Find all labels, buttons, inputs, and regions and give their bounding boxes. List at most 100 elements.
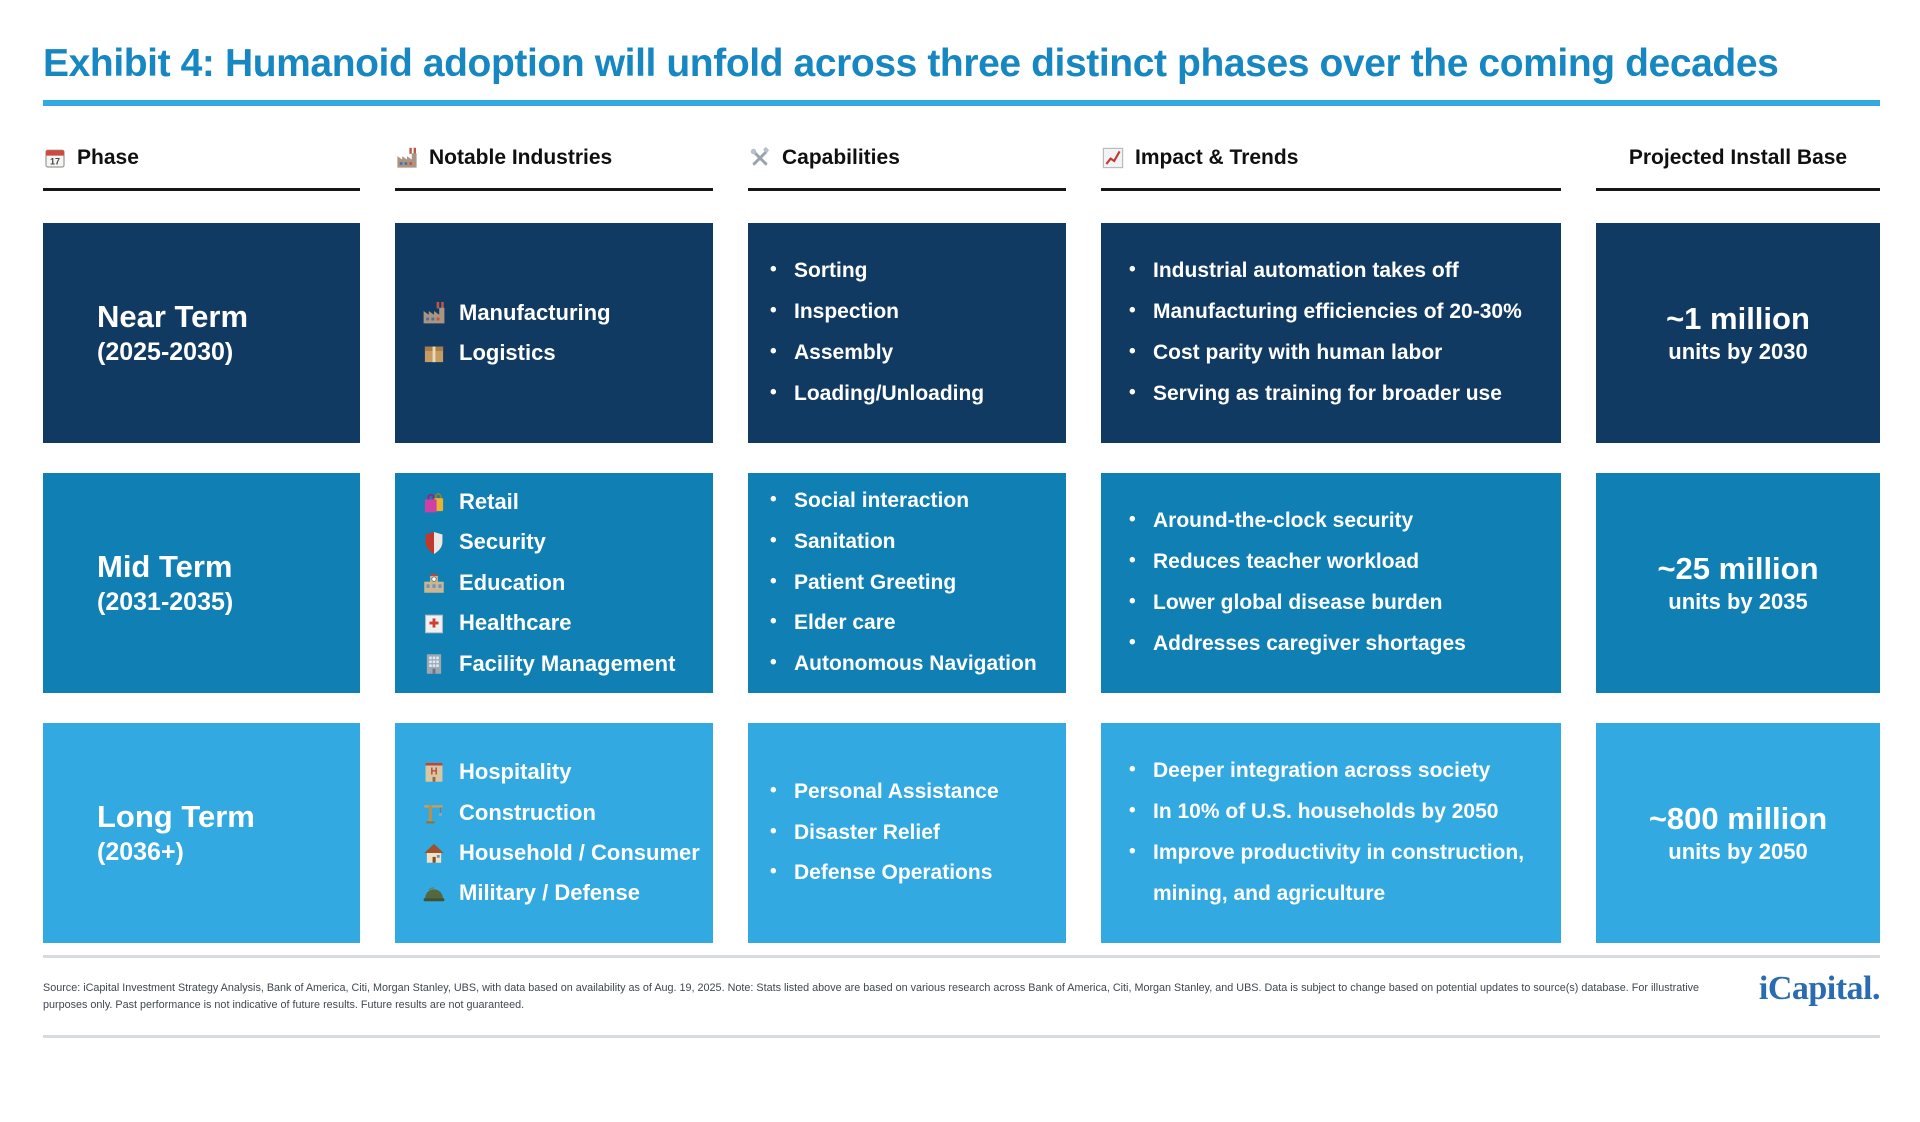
chart-up-icon: [1101, 146, 1125, 170]
industry-label: Healthcare: [459, 610, 572, 636]
column-header-label: Notable Industries: [429, 146, 613, 169]
phase-years: (2025-2030): [97, 337, 234, 366]
military-helmet-icon: [421, 881, 447, 907]
capability-item: Elder care: [764, 603, 1052, 644]
footer-separator-bottom: [43, 1034, 1880, 1038]
industry-label: Hospitality: [459, 759, 572, 785]
capabilities-cell: Social interactionSanitationPatient Gree…: [748, 473, 1066, 693]
phase-name: Mid Term: [97, 549, 233, 585]
hotel-icon: H: [421, 759, 447, 785]
industry-item: Construction: [421, 800, 713, 826]
column-header-industries: Notable Industries: [395, 146, 713, 191]
industry-item: Military / Defense: [421, 880, 713, 906]
column-header-label: Phase: [77, 146, 139, 169]
svg-text:H: H: [430, 767, 437, 778]
install-base-cell: ~1 million units by 2030: [1596, 223, 1880, 443]
column-header-capabilities: Capabilities: [748, 146, 1066, 191]
impact-item: Serving as training for broader use: [1123, 374, 1547, 415]
impact-list: Industrial automation takes offManufactu…: [1123, 251, 1547, 415]
shopping-bags-icon: [421, 489, 447, 515]
phase-cell: Mid Term (2031-2035): [43, 473, 360, 693]
capability-item: Inspection: [764, 292, 1052, 333]
impact-item: Around-the-clock security: [1123, 501, 1547, 542]
impact-cell: Industrial automation takes offManufactu…: [1101, 223, 1561, 443]
page-title: Exhibit 4: Humanoid adoption will unfold…: [43, 42, 1779, 85]
industry-label: Construction: [459, 799, 596, 825]
exhibit-page: Exhibit 4: Humanoid adoption will unfold…: [0, 42, 1920, 1038]
icapital-logo: iCapital.: [1758, 970, 1881, 1007]
industries-cell: H Hospitality Construction Household / Cons…: [395, 723, 713, 943]
industry-label: Education: [459, 569, 566, 595]
phase-cell: Long Term (2036+): [43, 723, 360, 943]
title-rule: [43, 100, 1880, 106]
industry-label: Security: [459, 529, 546, 555]
column-header-phase: 17 Phase: [43, 146, 360, 191]
impact-item: In 10% of U.S. households by 2050: [1123, 792, 1547, 833]
impact-item: Deeper integration across society: [1123, 751, 1547, 792]
column-header-label: Impact & Trends: [1135, 146, 1299, 169]
capability-item: Sanitation: [764, 522, 1052, 563]
column-header-impact: Impact & Trends: [1101, 146, 1561, 191]
factory-icon: [421, 300, 447, 326]
industry-item: Manufacturing: [421, 300, 713, 326]
column-header-install-base: Projected Install Base: [1596, 146, 1880, 191]
industry-item: Healthcare: [421, 610, 713, 636]
impact-item: Manufacturing efficiencies of 20-30%: [1123, 292, 1547, 333]
capability-item: Loading/Unloading: [764, 374, 1052, 415]
phase-name: Long Term: [97, 799, 255, 835]
phase-years: (2031-2035): [97, 587, 234, 616]
column-header-label: Capabilities: [782, 146, 900, 169]
phase-cell: Near Term (2025-2030): [43, 223, 360, 443]
install-base-cell: ~800 million units by 2050: [1596, 723, 1880, 943]
svg-text:17: 17: [50, 157, 60, 167]
industry-item: Logistics: [421, 340, 713, 366]
impact-item: Cost parity with human labor: [1123, 333, 1547, 374]
industry-label: Household / Consumer: [459, 840, 700, 865]
capability-item: Disaster Relief: [764, 813, 1052, 854]
hospital-icon: [421, 610, 447, 636]
industries-cell: Manufacturing Logistics: [395, 223, 713, 443]
crane-icon: [421, 800, 447, 826]
factory-icon: [395, 146, 419, 170]
school-icon: [421, 570, 447, 596]
capabilities-cell: SortingInspectionAssemblyLoading/Unloadi…: [748, 223, 1066, 443]
industry-item: H Hospitality: [421, 759, 713, 785]
source-note: Source: iCapital Investment Strategy Ana…: [43, 982, 1700, 1012]
hammer-wrench-icon: [748, 146, 772, 170]
capability-item: Autonomous Navigation: [764, 644, 1052, 685]
capability-item: Social interaction: [764, 481, 1052, 522]
table-body: Near Term (2025-2030) Manufacturing Logisti…: [43, 223, 1880, 943]
impact-cell: Around-the-clock securityReduces teacher…: [1101, 473, 1561, 693]
industry-item: Household / Consumer: [421, 840, 713, 866]
capability-item: Defense Operations: [764, 853, 1052, 894]
phase-years: (2036+): [97, 837, 184, 866]
install-value: ~800 million: [1648, 801, 1828, 836]
impact-item: Industrial automation takes off: [1123, 251, 1547, 292]
capability-item: Patient Greeting: [764, 563, 1052, 604]
calendar-icon: 17: [43, 146, 67, 170]
industry-item: Facility Management: [421, 651, 713, 677]
impact-item: Addresses caregiver shortages: [1123, 624, 1547, 665]
capability-list: Social interactionSanitationPatient Gree…: [764, 481, 1052, 686]
capability-item: Personal Assistance: [764, 772, 1052, 813]
capability-item: Sorting: [764, 251, 1052, 292]
column-header-row: 17 Phase Notable Industries Capabilities…: [43, 146, 1880, 191]
industries-cell: Retail Security Education Healthcare Facilit…: [395, 473, 713, 693]
install-value: ~25 million: [1657, 551, 1819, 586]
impact-list: Deeper integration across societyIn 10% …: [1123, 751, 1547, 915]
impact-item: Improve productivity in construction, mi…: [1123, 833, 1547, 915]
house-icon: [421, 840, 447, 866]
industry-label: Manufacturing: [459, 299, 611, 325]
industry-label: Retail: [459, 489, 519, 515]
industry-item: Education: [421, 570, 713, 596]
capability-list: SortingInspectionAssemblyLoading/Unloadi…: [764, 251, 1052, 415]
impact-cell: Deeper integration across societyIn 10% …: [1101, 723, 1561, 943]
impact-item: Lower global disease burden: [1123, 583, 1547, 624]
capabilities-cell: Personal AssistanceDisaster ReliefDefens…: [748, 723, 1066, 943]
impact-list: Around-the-clock securityReduces teacher…: [1123, 501, 1547, 665]
footer: Source: iCapital Investment Strategy Ana…: [43, 970, 1881, 1015]
industry-item: Retail: [421, 489, 713, 515]
shield-icon: [421, 530, 447, 556]
industry-label: Military / Defense: [459, 880, 640, 906]
industry-item: Security: [421, 529, 713, 555]
